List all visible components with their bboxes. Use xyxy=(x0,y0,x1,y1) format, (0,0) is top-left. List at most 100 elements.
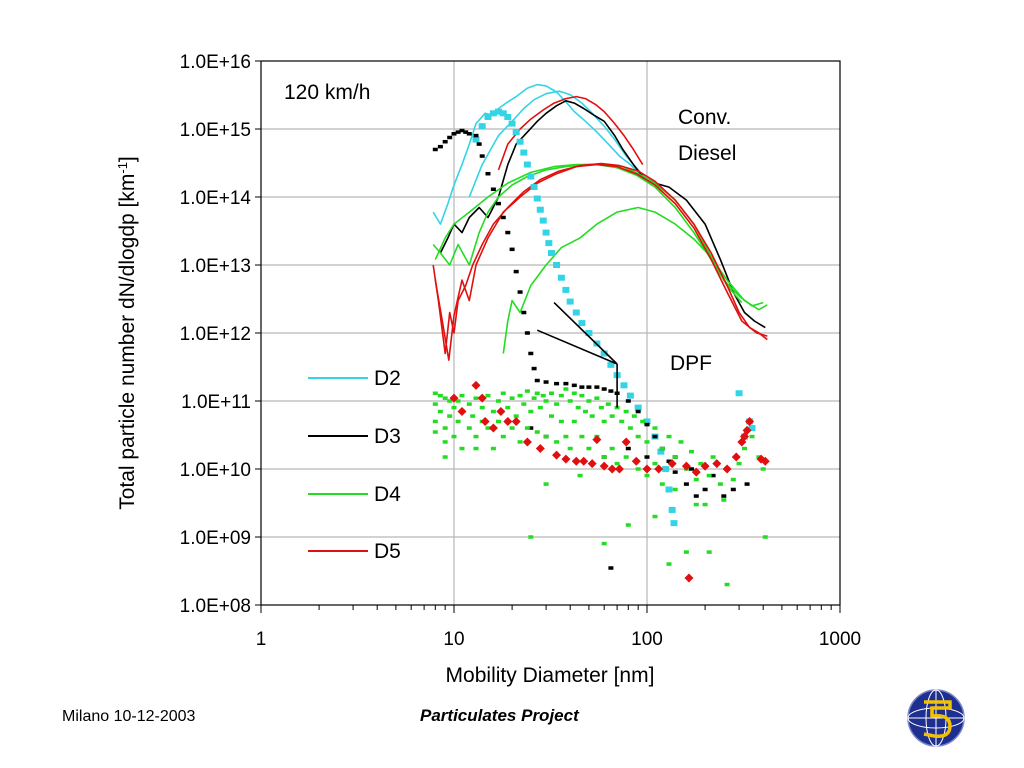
data-point-d3-dpf xyxy=(702,487,708,492)
data-point-d4-dpf xyxy=(688,449,694,454)
data-point-d3-dpf xyxy=(608,566,614,570)
data-point-d4-dpf xyxy=(683,550,689,554)
data-point-d2-dpf xyxy=(512,129,520,136)
data-point-d3-dpf xyxy=(466,132,472,136)
data-point-d5-dpf xyxy=(742,425,752,435)
data-point-d3-dpf xyxy=(652,434,658,439)
data-point-d5-dpf xyxy=(667,459,677,469)
data-point-d2-dpf xyxy=(668,506,676,513)
data-point-d4-dpf xyxy=(706,550,712,554)
data-point-d4-dpf xyxy=(631,414,637,418)
data-point-d4-dpf xyxy=(693,477,699,482)
series-line-d2 xyxy=(432,83,644,225)
data-point-d2-dpf xyxy=(657,448,665,455)
data-point-d5-dpf xyxy=(760,456,770,466)
data-point-d4-dpf xyxy=(672,455,678,459)
data-point-d2-dpf xyxy=(489,110,497,117)
data-point-d5-dpf xyxy=(488,423,498,433)
data-point-d4-dpf xyxy=(543,399,549,403)
data-point-d3-dpf xyxy=(509,247,515,252)
x-axis-title: Mobility Diameter [nm] xyxy=(446,664,655,687)
data-point-d5-dpf xyxy=(522,437,532,447)
data-point-d4-dpf xyxy=(442,440,448,444)
data-point-d2-dpf xyxy=(499,110,507,117)
data-point-d4-dpf xyxy=(432,391,438,396)
data-point-d2-dpf xyxy=(670,520,678,527)
data-point-d4-dpf xyxy=(432,419,438,424)
data-point-d3-dpf xyxy=(455,130,461,134)
data-point-d3-dpf xyxy=(710,473,716,478)
legend-label-d4: D4 xyxy=(374,483,401,506)
data-point-d3-dpf xyxy=(693,494,699,498)
data-point-d5-dpf xyxy=(599,461,609,471)
data-point-d3-dpf xyxy=(447,135,453,140)
data-point-d2-dpf xyxy=(478,123,486,130)
data-point-d4-dpf xyxy=(517,393,523,398)
data-point-d4-dpf xyxy=(513,414,519,418)
legend-item-d3: D3 xyxy=(308,425,401,448)
data-point-d2-dpf xyxy=(523,161,531,168)
data-point-d3-dpf xyxy=(451,132,457,136)
x-tick-label: 100 xyxy=(631,629,663,650)
data-point-d4-dpf xyxy=(543,482,549,486)
data-point-d2-dpf xyxy=(553,262,561,268)
data-point-d2-dpf xyxy=(620,382,628,389)
data-point-d4-dpf xyxy=(563,387,569,391)
data-point-d3-dpf xyxy=(528,426,534,430)
data-point-d3-dpf xyxy=(666,459,672,464)
data-point-d4-dpf xyxy=(567,446,573,451)
data-point-d4-dpf xyxy=(619,419,625,424)
data-point-d2-dpf xyxy=(516,138,524,145)
data-point-d5-dpf xyxy=(631,456,641,466)
series-line-d4 xyxy=(434,163,743,304)
data-point-d3-dpf xyxy=(437,144,443,149)
data-point-d3-dpf xyxy=(625,446,631,451)
data-point-d2-dpf xyxy=(557,274,565,281)
data-point-d3-dpf xyxy=(608,389,614,393)
data-point-d3-dpf xyxy=(531,366,537,371)
data-point-d4-dpf xyxy=(473,446,479,451)
series-line-d4 xyxy=(432,163,764,307)
data-point-d5-dpf xyxy=(579,456,589,466)
data-point-d4-dpf xyxy=(706,473,712,478)
data-point-d4-dpf xyxy=(666,434,672,439)
data-point-d2-dpf xyxy=(472,136,480,143)
data-point-d4-dpf xyxy=(451,405,457,410)
data-point-d4-dpf xyxy=(672,487,678,492)
y-tick-label: 1.0E+12 xyxy=(180,324,251,345)
data-point-d4-dpf xyxy=(635,434,641,439)
data-point-d2-dpf xyxy=(585,330,593,336)
data-point-d4-dpf xyxy=(614,461,620,466)
data-point-d4-dpf xyxy=(554,402,560,406)
data-point-d5-dpf xyxy=(614,464,624,474)
data-point-d5-dpf xyxy=(684,573,694,583)
data-point-d4-dpf xyxy=(500,391,506,396)
data-point-d3-dpf xyxy=(644,455,650,459)
dpf-label: DPF xyxy=(670,352,712,375)
data-point-d4-dpf xyxy=(623,409,629,414)
data-point-d4-dpf xyxy=(473,396,479,400)
data-point-d4-dpf xyxy=(490,409,496,414)
data-point-d4-dpf xyxy=(678,440,684,444)
data-point-d3-dpf xyxy=(505,230,511,235)
data-point-d4-dpf xyxy=(432,402,438,406)
data-point-d4-dpf xyxy=(517,440,523,444)
data-point-d4-dpf xyxy=(479,405,485,410)
data-point-d4-dpf xyxy=(558,393,564,398)
data-point-d4-dpf xyxy=(652,426,658,430)
data-point-d4-dpf xyxy=(627,426,633,430)
data-point-d3-dpf xyxy=(528,351,534,356)
data-point-d4-dpf xyxy=(432,430,438,434)
data-point-d4-dpf xyxy=(567,399,573,403)
data-point-d4-dpf xyxy=(531,396,537,400)
data-point-d4-dpf xyxy=(442,426,448,430)
data-point-d4-dpf xyxy=(609,446,615,451)
y-axis-title: Total particle number dN/dlogdp [km-1] xyxy=(115,156,140,510)
legend-item-d2: D2 xyxy=(308,367,401,390)
data-point-d3-dpf xyxy=(476,142,482,146)
data-point-d4-dpf xyxy=(459,393,465,398)
particle-size-chart: 1 10 100 1000 1.0E+16 1.0E+15 1.0E+14 1.0E+13 1.… xyxy=(115,52,862,687)
data-point-d3-dpf xyxy=(644,422,650,427)
data-point-d4-dpf xyxy=(554,440,560,444)
data-point-d3-dpf xyxy=(534,378,540,383)
